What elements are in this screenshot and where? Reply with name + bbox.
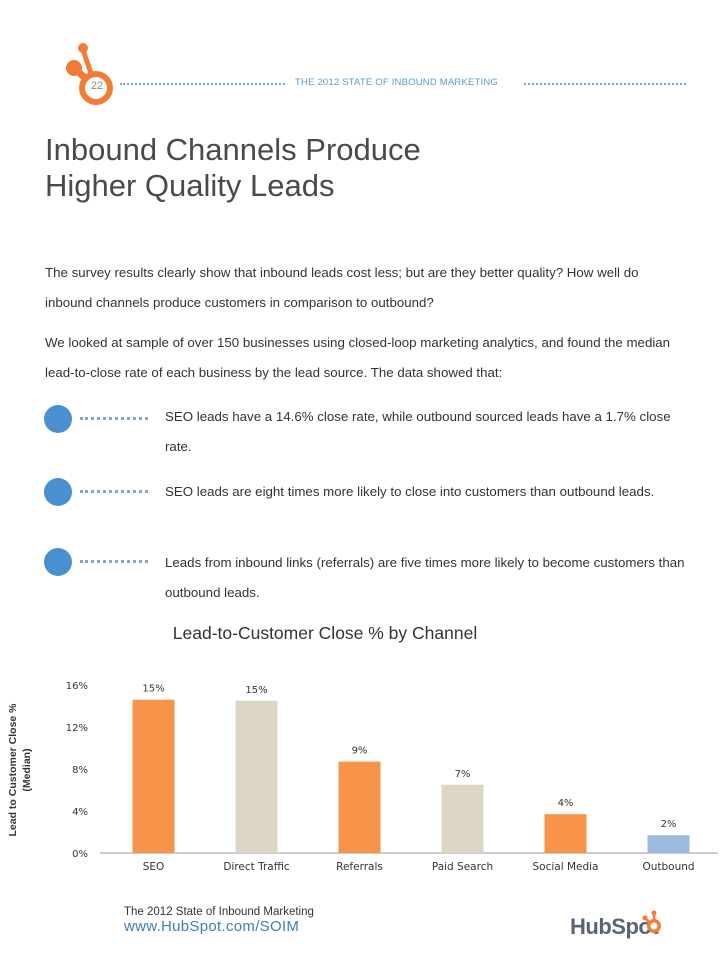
intro-paragraph-1: The survey results clearly show that inb… [45,265,639,310]
chart-title: Lead-to-Customer Close % by Channel [172,623,478,643]
data-label: 2% [661,819,677,830]
data-label: 9% [352,746,368,757]
bullet-circle-icon [44,478,72,506]
page-title-line1: Inbound Channels Produce [45,132,421,167]
bar [132,699,175,853]
data-label: 7% [455,769,471,780]
bullet-dots [80,490,148,493]
footer-url[interactable]: www.HubSpot.com/SOIM [124,918,300,935]
data-label: 15% [245,685,267,696]
bar [647,835,690,853]
bullet-circle-icon [44,405,72,433]
bar [544,814,587,853]
category-label: Social Media [532,861,598,873]
page-title-line2: Higher Quality Leads [45,168,335,203]
data-label: 4% [558,798,574,809]
close-rate-bar-chart: 0% 4% 8% 12% 16% Lead to Customer Close % (Med… [7,681,718,873]
bullet-text-1: SEO leads have a 14.6% close rate, while… [165,409,671,454]
report-title: THE 2012 STATE OF INBOUND MARKETING [295,77,499,88]
bullet-text-2: SEO leads are eight times more likely to… [165,484,655,499]
category-label: Referrals [336,861,383,873]
y-tick-label: 8% [72,765,88,776]
bullet-dots [80,417,148,420]
y-axis-label: Lead to Customer Close % [7,703,19,837]
intro-paragraph-2: We looked at sample of over 150 business… [45,335,671,380]
y-tick-label: 4% [72,807,88,818]
bar [441,784,484,853]
hubspot-sprocket-logo [66,43,113,105]
bullet-text-3: Leads from inbound links (referrals) are… [165,555,685,600]
bar [338,761,381,853]
y-tick-label: 16% [66,681,88,692]
bullet-dots [80,560,148,563]
category-label: Paid Search [432,861,493,873]
header-divider-right [524,83,686,85]
header-divider-left [120,83,285,85]
bullet-circle-icon [44,548,72,576]
hubspot-sprocket-small-icon [642,910,661,933]
y-tick-label: 12% [66,723,88,734]
y-tick-label: 0% [72,849,88,860]
category-label: Outbound [642,861,694,873]
footer-report-name: The 2012 State of Inbound Marketing [124,906,314,918]
bar [235,700,278,853]
data-label: 15% [142,684,164,695]
category-label: SEO [143,861,165,873]
y-axis-label: (Median) [21,748,33,791]
page-title: Inbound Channels Produce Higher Quality … [45,132,421,204]
page-number: 22 [90,80,104,92]
category-label: Direct Traffic [223,861,290,873]
